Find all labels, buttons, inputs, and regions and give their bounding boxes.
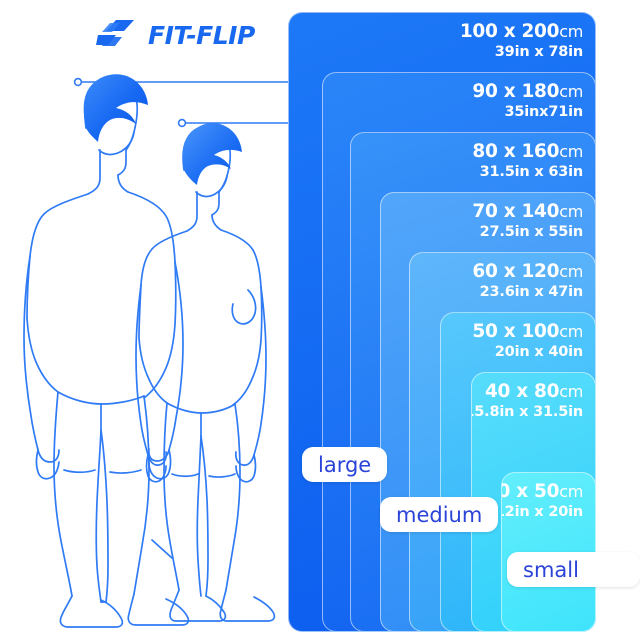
- size-cm-label: 40 x 80cm: [484, 381, 583, 402]
- brand-logo: FIT-FLIP: [96, 18, 255, 52]
- category-badge-large[interactable]: large: [302, 447, 388, 482]
- size-cm-label: 30 x 50cm: [502, 481, 583, 502]
- size-inch-label: 35inx71in: [504, 104, 584, 120]
- brand-name: FIT-FLIP: [148, 20, 255, 50]
- size-cm-label: 50 x 100cm: [472, 321, 583, 342]
- size-cm-label: 100 x 200cm: [459, 21, 583, 42]
- size-inch-label: 12in x 20in: [501, 504, 583, 520]
- female-figure: [135, 125, 276, 622]
- size-cm-label: 60 x 120cm: [472, 261, 583, 282]
- size-cm-unit: cm: [559, 22, 583, 41]
- category-badge-small[interactable]: small: [507, 552, 640, 587]
- badge-label-small: small: [523, 557, 579, 582]
- size-cm-unit: cm: [559, 322, 583, 341]
- size-cm-unit: cm: [559, 382, 583, 401]
- size-inch-label: 20in x 40in: [494, 344, 583, 360]
- size-inch-label: 31.5in x 63in: [479, 164, 584, 180]
- size-cm-label: 70 x 140cm: [472, 201, 583, 222]
- size-cm-unit: cm: [559, 142, 583, 161]
- size-cm-label: 90 x 180cm: [472, 81, 583, 102]
- male-hair: [83, 74, 148, 142]
- flag-wing-icon: [96, 20, 134, 46]
- size-cm-unit: cm: [559, 202, 583, 221]
- size-inch-label: 23.6in x 47in: [479, 284, 584, 300]
- size-cm-unit: cm: [559, 82, 583, 101]
- badge-label-medium: medium: [396, 502, 483, 527]
- badge-label-large: large: [318, 452, 372, 477]
- category-badge-medium[interactable]: medium: [380, 497, 499, 532]
- human-figures: [23, 74, 276, 628]
- male-figure: [23, 76, 190, 628]
- size-cm-unit: cm: [559, 262, 583, 281]
- female-hair: [182, 122, 242, 185]
- size-inch-label: 39in x 78in: [494, 44, 583, 60]
- size-inch-label: 15.8in x 31.5in: [471, 404, 583, 420]
- size-cm-unit: cm: [559, 482, 583, 501]
- size-inch-label: 27.5in x 55in: [479, 224, 584, 240]
- size-cm-label: 80 x 160cm: [472, 141, 583, 162]
